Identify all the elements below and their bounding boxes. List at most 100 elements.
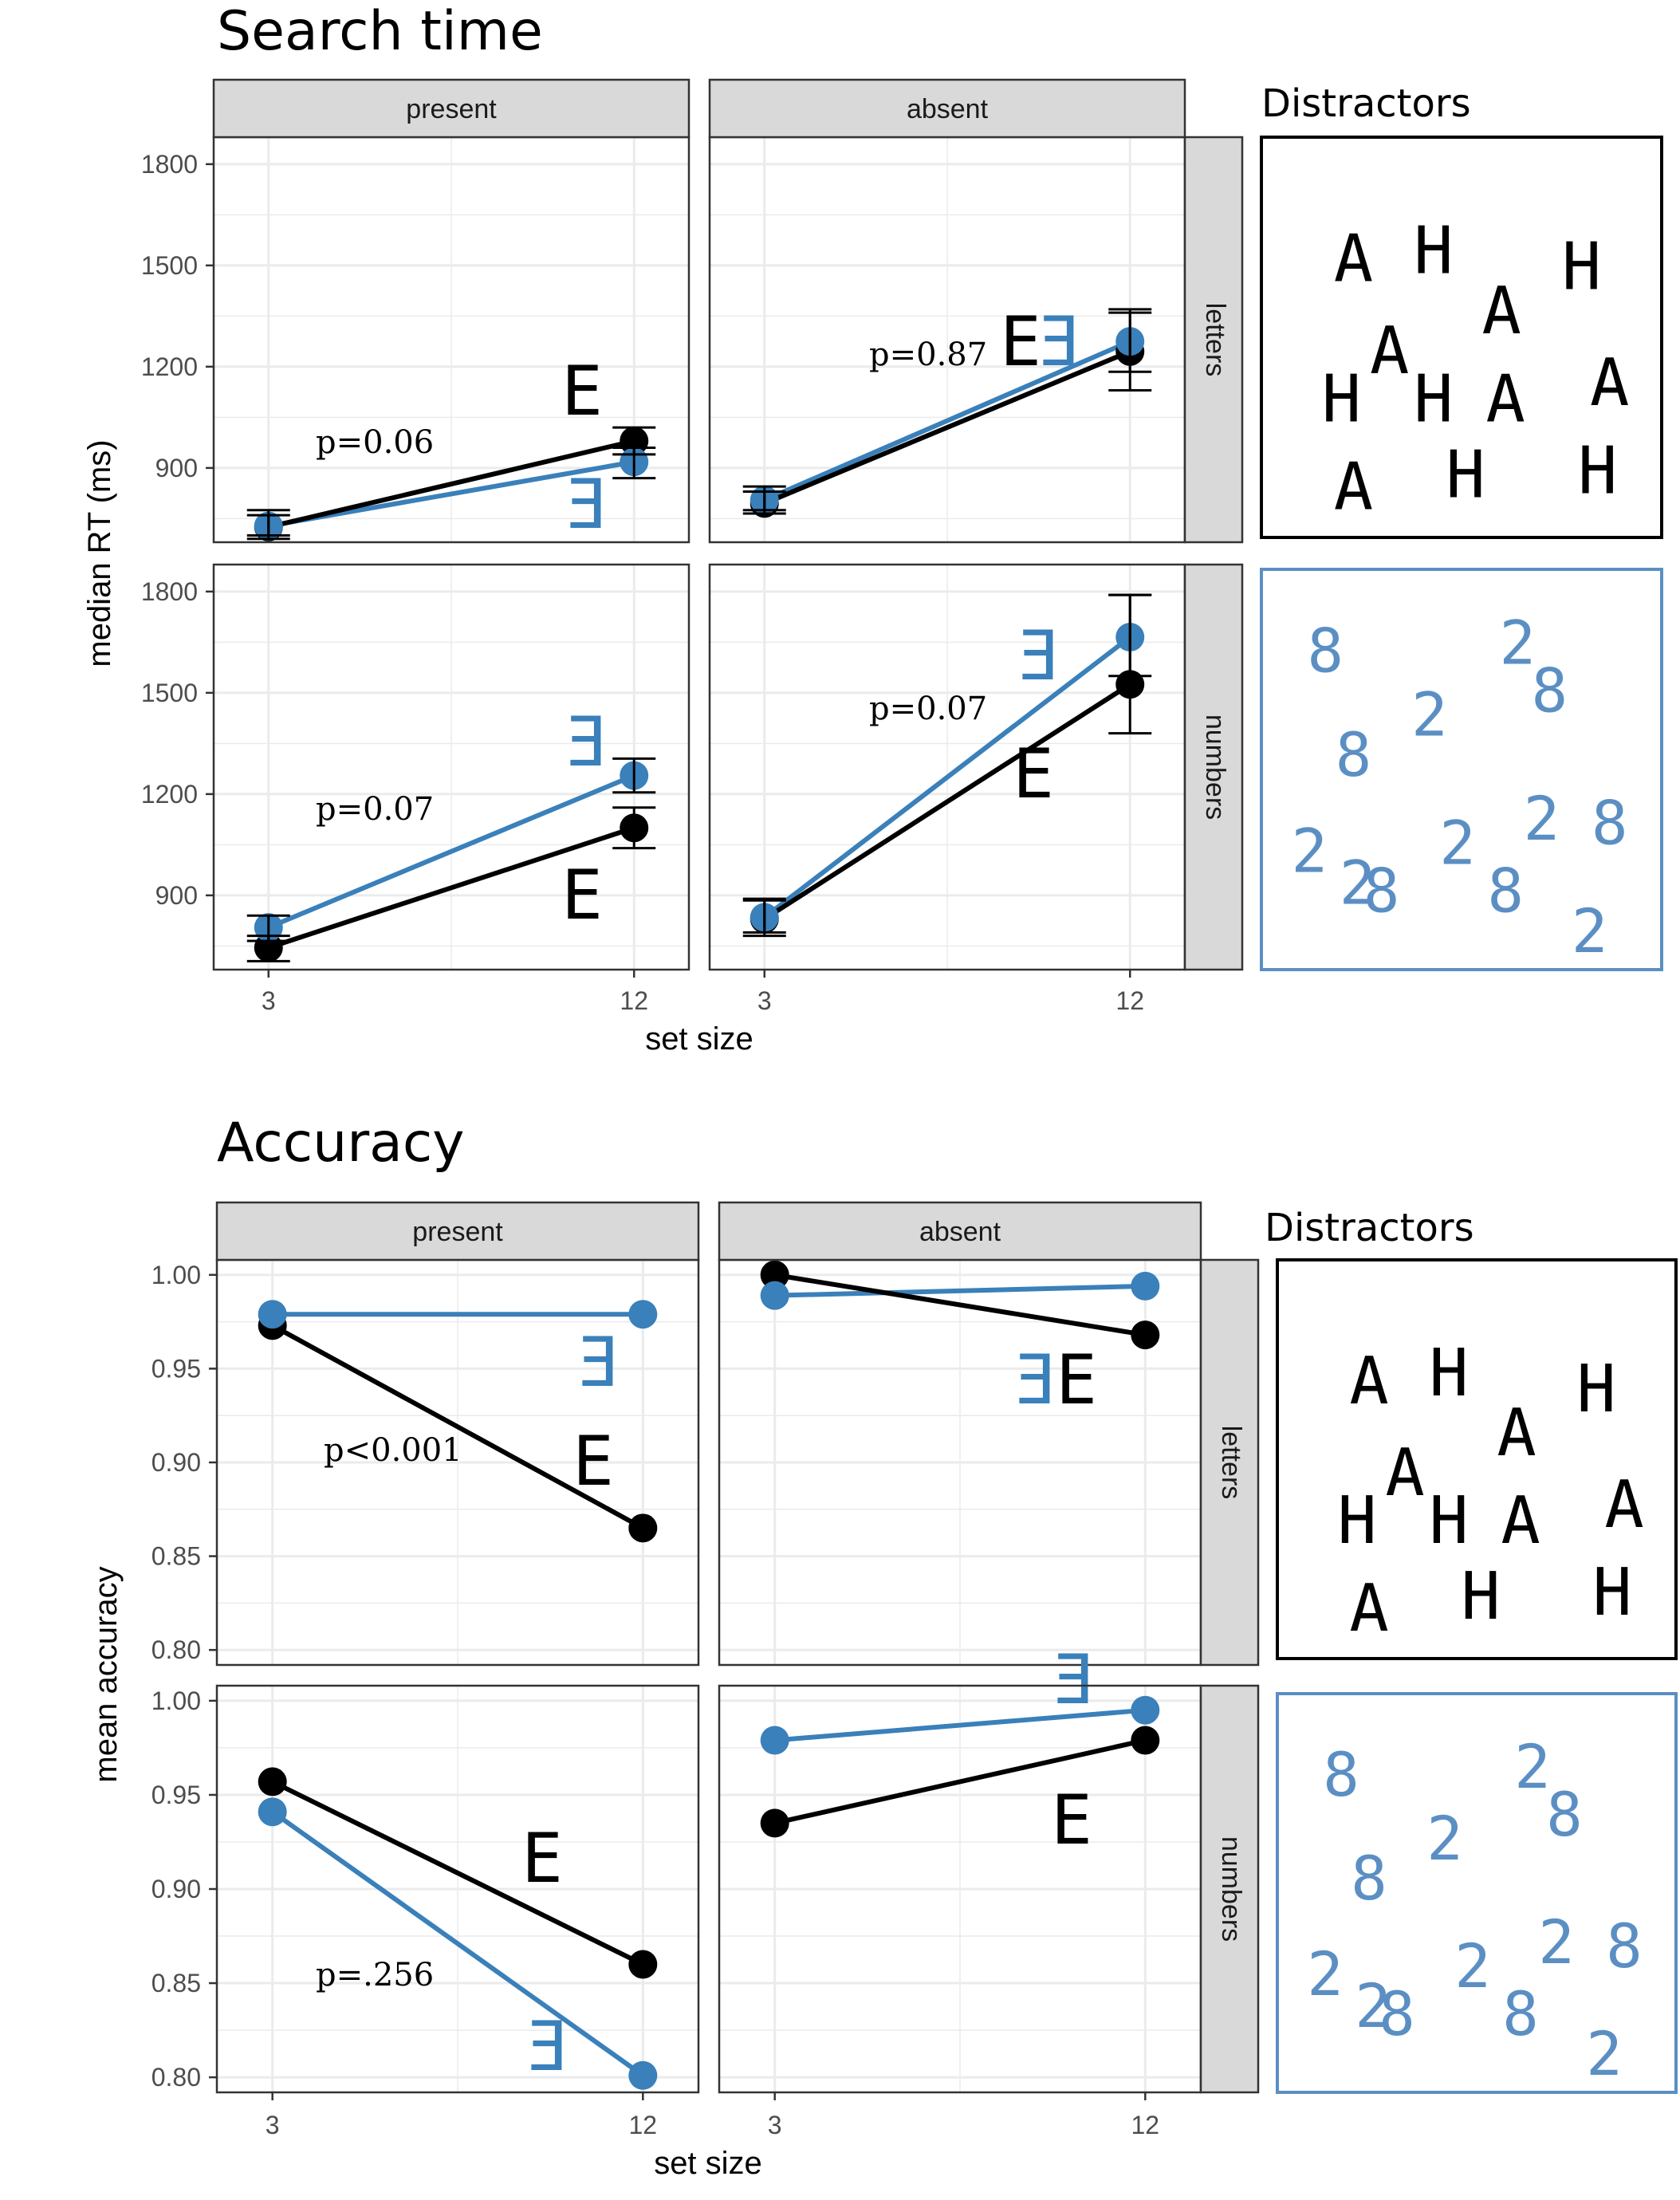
chart-title: Search time	[217, 0, 543, 63]
data-point	[258, 1797, 287, 1827]
col-strip-background	[708, 78, 1186, 139]
x-tick-label: 12	[1115, 986, 1144, 1015]
series-glyph-label: E	[1013, 734, 1054, 814]
row-strip-label: letters	[1216, 1426, 1246, 1500]
data-point	[1131, 1726, 1160, 1755]
distractor-box-letters	[1260, 136, 1663, 539]
y-tick-label: 1200	[141, 352, 198, 381]
distractor-glyph: 2	[1514, 1731, 1551, 1802]
p-value-annotation: p=0.07	[869, 691, 987, 727]
distractor-glyph: 2	[1291, 815, 1328, 886]
series-glyph-label: E	[521, 1819, 563, 1899]
panel-absent-letters: EƎp=0.87	[708, 136, 1186, 544]
data-point	[258, 1300, 287, 1329]
col-strip-label: absent	[919, 1217, 1001, 1247]
col-strip-absent: absent	[708, 78, 1186, 139]
distractor-glyph: H	[1414, 361, 1453, 437]
distractor-glyph: A	[1497, 1395, 1536, 1471]
distractor-glyph: H	[1322, 361, 1361, 437]
panel-present-numbers: E Ǝp=.256 3 12 0.80 0.85 0.90 0.95 1.00	[151, 1684, 700, 2139]
series-line	[774, 1283, 1146, 1298]
x-tick-label: 3	[757, 986, 772, 1015]
panel-present-numbers: EƎp=0.07 3 12 900 1200 1500 1800	[141, 563, 690, 1015]
distractor-glyph: H	[1429, 1336, 1468, 1411]
x-axis-title: set size	[654, 2146, 762, 2181]
distractor-glyph: 8	[1546, 1779, 1583, 1850]
distractor-glyph: 8	[1502, 1978, 1539, 2049]
y-tick-label: 1500	[141, 679, 198, 707]
row-strip-label: letters	[1200, 303, 1230, 377]
col-strip-absent: absent	[718, 1201, 1202, 1261]
chart-search-time: Search timeEƎp=0.06900120015001800EƎp=0.…	[82, 0, 1663, 1057]
y-tick-label: 1.00	[151, 1261, 201, 1289]
series-line	[271, 1779, 644, 1967]
series-glyph-label: Ǝ	[576, 1323, 617, 1403]
col-strip-label: present	[406, 94, 497, 124]
data-point	[628, 1513, 658, 1543]
series-line	[270, 1809, 645, 2078]
col-strip-present: present	[215, 1201, 700, 1261]
row-strip-label: numbers	[1216, 1836, 1246, 1942]
data-point	[1131, 1271, 1160, 1301]
distractor-glyph: 8	[1532, 655, 1568, 726]
distractor-glyph: 8	[1591, 787, 1628, 858]
panel-absent-numbers: EƎ 3 12	[718, 1640, 1202, 2139]
distractor-glyph: 2	[1307, 1938, 1344, 2009]
distractor-glyph: A	[1334, 450, 1373, 525]
row-strip-letters: letters	[1183, 136, 1244, 544]
distractor-glyph: 2	[1538, 1907, 1575, 1978]
series-line	[774, 1738, 1146, 1826]
distractors-title: Distractors	[1265, 1206, 1474, 1250]
distractor-glyph: A	[1604, 1467, 1643, 1543]
p-value-annotation: p<0.001	[324, 1432, 462, 1469]
y-tick-label: 1200	[141, 780, 198, 809]
distractor-glyph: 2	[1572, 895, 1608, 966]
data-point	[760, 1808, 789, 1838]
distractor-glyph: 2	[1586, 2018, 1623, 2089]
distractor-glyph: 2	[1411, 679, 1448, 750]
p-value-annotation: p=.256	[316, 1957, 434, 1993]
y-tick-label: 0.80	[151, 1635, 201, 1664]
distractor-glyph: A	[1482, 274, 1521, 349]
series-glyph-label: Ǝ	[525, 2007, 566, 2087]
chart-accuracy: AccuracyEƎp<0.0010.800.850.900.951.00EƎl…	[89, 1112, 1678, 2181]
distractor-glyph: H	[1576, 1352, 1615, 1427]
series-glyph-label: E	[1056, 1340, 1097, 1420]
distractor-glyph: 2	[1439, 807, 1476, 878]
distractor-glyph: H	[1429, 1483, 1468, 1559]
series-glyph-label: E	[572, 1422, 614, 1501]
distractor-box-numbers	[1260, 568, 1663, 971]
series-glyph-label: E	[561, 352, 603, 431]
data-point	[258, 1767, 287, 1797]
x-tick-label: 3	[768, 2111, 782, 2139]
y-tick-label: 0.85	[151, 1969, 201, 1997]
y-tick-label: 1500	[141, 251, 198, 280]
distractor-glyph: A	[1590, 345, 1629, 421]
series-glyph-label: Ǝ	[1051, 1640, 1092, 1720]
series-glyph-label: Ǝ	[564, 465, 605, 545]
distractor-glyph: H	[1446, 438, 1485, 514]
series-glyph-label: Ǝ	[564, 703, 605, 782]
distractor-glyph: H	[1592, 1555, 1631, 1631]
distractor-glyph: A	[1349, 1344, 1388, 1419]
row-strip-background	[1199, 1258, 1260, 1667]
series-glyph-label: E	[561, 856, 603, 935]
x-tick-label: 12	[620, 986, 648, 1015]
y-tick-label: 0.80	[151, 2063, 201, 2092]
data-point	[1131, 1320, 1160, 1350]
y-tick-label: 1.00	[151, 1686, 201, 1715]
series-glyph-label: Ǝ	[1037, 302, 1078, 382]
series-glyph-label: E	[1051, 1781, 1092, 1860]
distractor-glyph: 8	[1323, 1739, 1359, 1810]
panel-present-letters: EƎp<0.001 0.80 0.85 0.90 0.95 1.00	[151, 1258, 700, 1667]
distractor-glyph: H	[1337, 1483, 1376, 1559]
distractors-title: Distractors	[1261, 81, 1471, 126]
series-line	[267, 825, 635, 950]
y-tick-label: 1800	[141, 150, 198, 179]
series-glyph-label: Ǝ	[1016, 616, 1057, 696]
distractor-glyph: 8	[1351, 1843, 1387, 1914]
row-strip-letters: letters	[1199, 1258, 1260, 1667]
y-axis-title: mean accuracy	[89, 1566, 124, 1782]
distractor-glyph: 8	[1307, 615, 1344, 686]
